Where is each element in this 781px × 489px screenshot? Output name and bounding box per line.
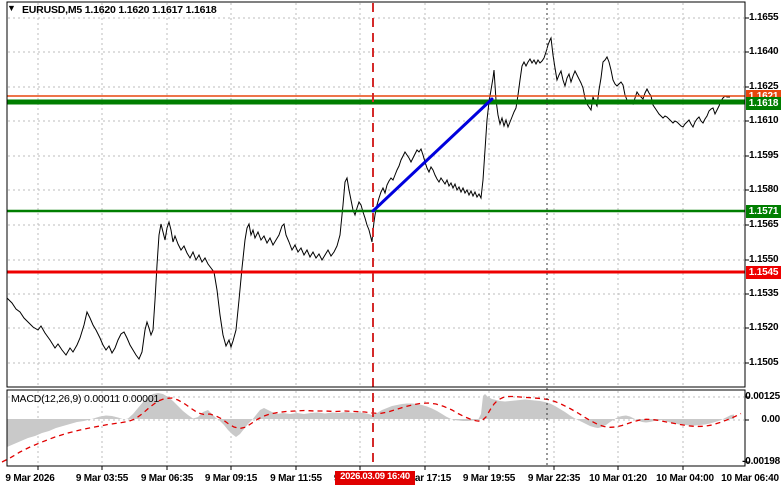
price-axis-label: 1.1550: [749, 254, 779, 265]
macd-scale-label: -0.00198: [742, 456, 780, 467]
price-axis-label: 1.1565: [749, 219, 779, 230]
macd-scale-label: 0.00125: [745, 391, 780, 402]
price-badge-1.1571: 1.1571: [746, 204, 781, 218]
macd-histogram: [7, 393, 734, 447]
chart-title-ohlc: EURUSD,M5 1.1620 1.1620 1.1617 1.1618: [22, 4, 217, 16]
price-line: [6, 36, 730, 360]
time-axis-label: 10 Mar 06:40: [721, 473, 779, 484]
macd-scale-label: 0.00: [761, 414, 780, 425]
price-axis-label: 1.1610: [749, 115, 779, 126]
price-axis-label: 1.1655: [749, 12, 779, 23]
symbol-dropdown-icon[interactable]: ▼: [7, 3, 16, 13]
time-axis-label: 10 Mar 01:20: [589, 473, 647, 484]
macd-indicator-label: MACD(12,26,9) 0.00011 0.00001: [11, 393, 160, 405]
time-axis-label: 9 Mar 03:55: [75, 473, 129, 484]
time-axis-label: 9 Mar 09:15: [204, 473, 258, 484]
macd-panel-frame: [6, 389, 746, 467]
price-axis-label: 1.1625: [749, 81, 779, 92]
time-axis-label: 9 Mar 06:35: [140, 473, 194, 484]
price-badge-1.1618: 1.1618: [746, 96, 781, 110]
time-axis-label: 9 Mar 22:35: [527, 473, 581, 484]
current-date-badge: 2026.03.09 16:40: [335, 471, 415, 485]
time-axis-label: 9 Mar 19:55: [462, 473, 516, 484]
time-axis-label: 9 Mar 17:15: [398, 473, 452, 484]
time-axis-label: 10 Mar 04:00: [656, 473, 714, 484]
price-badge-1.1545: 1.1545: [746, 265, 781, 279]
price-axis-label: 1.1595: [749, 150, 779, 161]
trendline: [371, 97, 494, 213]
price-axis-label: 1.1520: [749, 322, 779, 333]
price-axis-label: 1.1535: [749, 288, 779, 299]
main-panel-frame: [6, 1, 746, 388]
price-axis-label: 1.1580: [749, 184, 779, 195]
price-axis-label: 1.1640: [749, 46, 779, 57]
macd-signal-line: [1, 395, 742, 463]
time-axis-label: 9 Mar 2026: [5, 473, 55, 484]
time-axis-label: 9 Mar 11:55: [270, 473, 322, 484]
price-axis-label: 1.1505: [749, 357, 779, 368]
